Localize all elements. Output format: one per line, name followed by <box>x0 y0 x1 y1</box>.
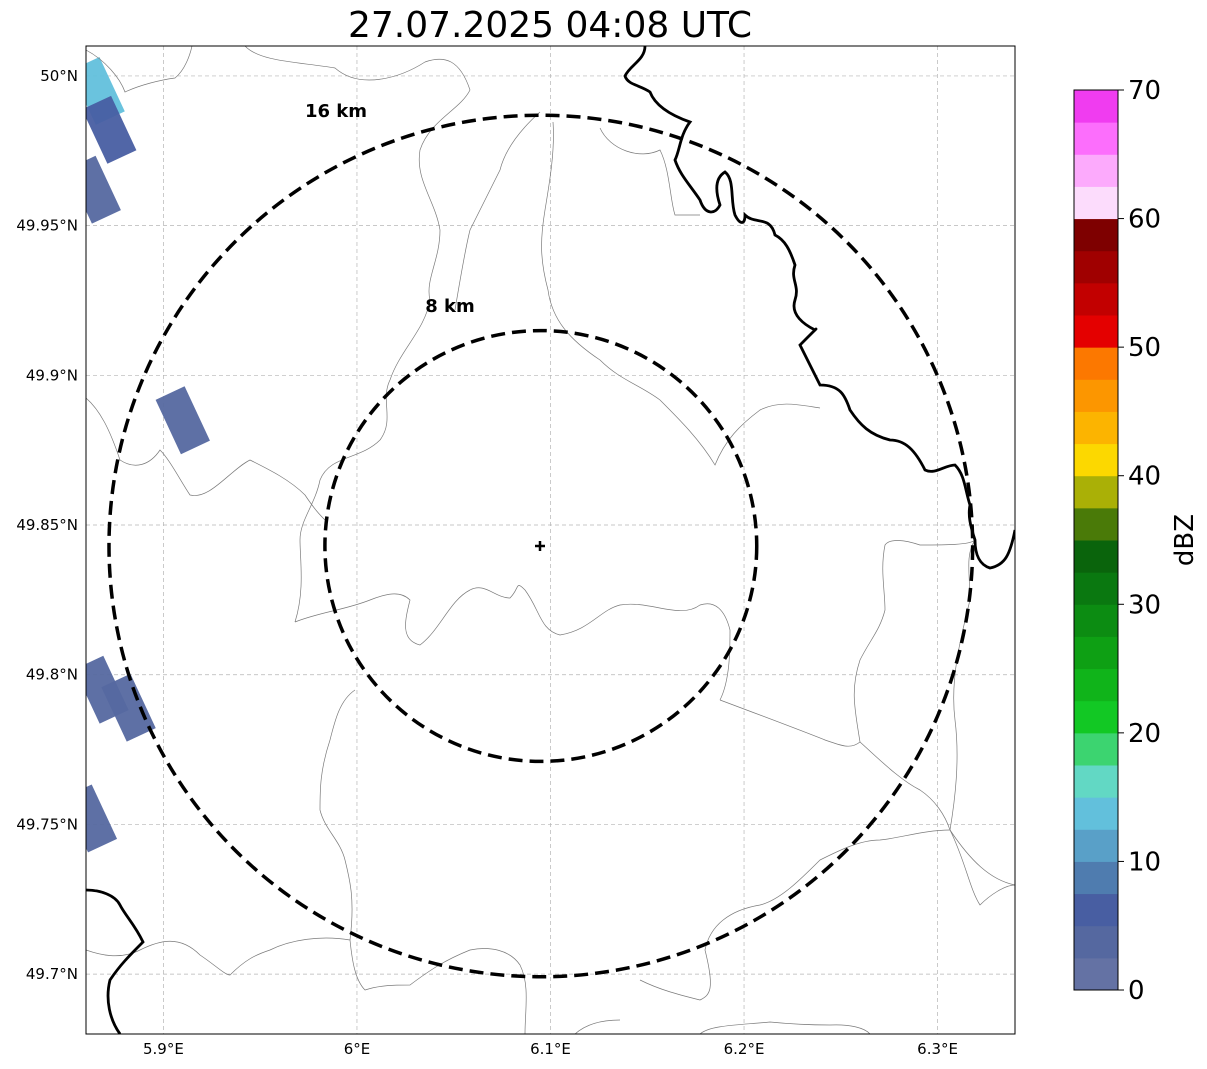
boundary-line <box>541 121 821 466</box>
boundary-line <box>699 1021 871 1034</box>
border-lines <box>86 46 1015 1034</box>
boundary-line <box>639 829 951 1001</box>
boundary-line <box>86 46 193 93</box>
colorbar-bin <box>1074 122 1118 155</box>
colorbar-tick-label: 20 <box>1128 719 1161 749</box>
colorbar-bin <box>1074 732 1118 766</box>
range-rings <box>107 113 975 979</box>
colorbar-bin <box>1074 443 1118 477</box>
rain-echo-cell <box>86 95 137 164</box>
colorbar-bin <box>1074 572 1118 605</box>
colorbar-bin <box>1074 315 1118 348</box>
gridlines <box>86 46 1015 1034</box>
colorbar-bin <box>1074 765 1118 798</box>
y-tick-label: 49.75°N <box>16 815 78 833</box>
rain-echoes <box>86 56 210 853</box>
colorbar-bin <box>1074 957 1118 991</box>
colorbar-bin <box>1074 636 1118 670</box>
range-ring-8km <box>323 328 759 764</box>
colorbar-tick-label: 50 <box>1128 333 1161 363</box>
boundary-line <box>853 539 976 743</box>
colorbar-bin <box>1074 90 1118 123</box>
range-ring-16km <box>107 113 975 979</box>
boundary-line <box>86 937 351 976</box>
colorbar: 0 10 20 30 40 50 60 70 dBZ <box>1073 76 1200 1006</box>
figure-title: 27.07.2025 04:08 UTC <box>348 5 752 46</box>
x-axis-ticks: 5.9°E 6°E 6.1°E 6.2°E 6.3°E <box>143 1040 958 1058</box>
ring-label-16km: 16 km <box>305 101 367 122</box>
colorbar-ticks: 0 10 20 30 40 50 60 70 <box>1118 76 1161 1006</box>
y-tick-label: 49.9°N <box>26 366 78 384</box>
colorbar-bin <box>1074 861 1118 895</box>
colorbar-bin <box>1074 540 1118 573</box>
colorbar-bin <box>1074 604 1118 637</box>
y-axis-ticks: 50°N 49.95°N 49.9°N 49.85°N 49.8°N 49.75°N 49.… <box>16 67 78 983</box>
boundary-line <box>294 89 471 623</box>
colorbar-bin <box>1074 218 1118 252</box>
x-tick-label: 5.9°E <box>143 1040 184 1058</box>
boundary-line <box>294 585 731 701</box>
colorbar-label: dBZ <box>1170 514 1200 566</box>
colorbar-bin <box>1074 379 1118 412</box>
colorbar-tick-label: 40 <box>1128 462 1161 492</box>
colorbar-tick-label: 70 <box>1128 76 1161 106</box>
border-line-southwest <box>86 888 145 1034</box>
x-tick-label: 6.3°E <box>917 1040 958 1058</box>
colorbar-bin <box>1074 186 1118 220</box>
colorbar-tick-label: 30 <box>1128 590 1161 620</box>
boundary-line <box>574 1019 621 1034</box>
x-tick-label: 6.1°E <box>530 1040 571 1058</box>
colorbar-bin <box>1074 700 1118 734</box>
colorbar-tick-label: 10 <box>1128 847 1161 877</box>
rain-echo-cell <box>155 386 210 455</box>
x-tick-label: 6.2°E <box>724 1040 765 1058</box>
colorbar-tick-label: 0 <box>1128 976 1145 1006</box>
colorbar-bin <box>1074 893 1118 927</box>
boundary-line <box>599 127 700 216</box>
rain-echo-cell <box>86 155 121 224</box>
boundary-line <box>86 397 326 521</box>
rain-echo-cell <box>86 784 118 853</box>
map-panel: 16 km 8 km 5.9°E 6°E 6.1°E 6.2°E 6.3°E 50°N 4… <box>16 45 1016 1058</box>
colorbar-bin <box>1074 282 1118 316</box>
y-tick-label: 50°N <box>40 67 78 85</box>
colorbar-bin <box>1074 829 1118 862</box>
boundary-line <box>244 46 471 91</box>
y-tick-label: 49.7°N <box>26 965 78 983</box>
boundary-line <box>454 111 541 311</box>
colorbar-tick-label: 60 <box>1128 205 1161 235</box>
radar-site-marker <box>535 541 545 551</box>
colorbar-frame <box>1073 89 1119 991</box>
colorbar-bin <box>1074 475 1118 509</box>
colorbar-bin <box>1074 411 1118 445</box>
map-frame <box>85 45 1016 1035</box>
boundary-line <box>319 689 527 1034</box>
colorbar-bin <box>1074 507 1118 541</box>
colorbar-bin <box>1074 925 1118 959</box>
x-tick-label: 6°E <box>344 1040 371 1058</box>
ring-label-8km: 8 km <box>425 296 475 317</box>
y-tick-label: 49.95°N <box>16 217 78 235</box>
colorbar-bin <box>1074 347 1118 380</box>
colorbar-bins <box>1074 90 1118 991</box>
boundary-line <box>719 699 1015 886</box>
rain-echo-cell <box>101 673 156 742</box>
y-tick-label: 49.8°N <box>26 666 78 684</box>
colorbar-bin <box>1074 668 1118 702</box>
colorbar-bin <box>1074 154 1118 187</box>
colorbar-bin <box>1074 250 1118 284</box>
colorbar-bin <box>1074 797 1118 830</box>
y-tick-label: 49.85°N <box>16 516 78 534</box>
border-line-east <box>623 46 1015 570</box>
